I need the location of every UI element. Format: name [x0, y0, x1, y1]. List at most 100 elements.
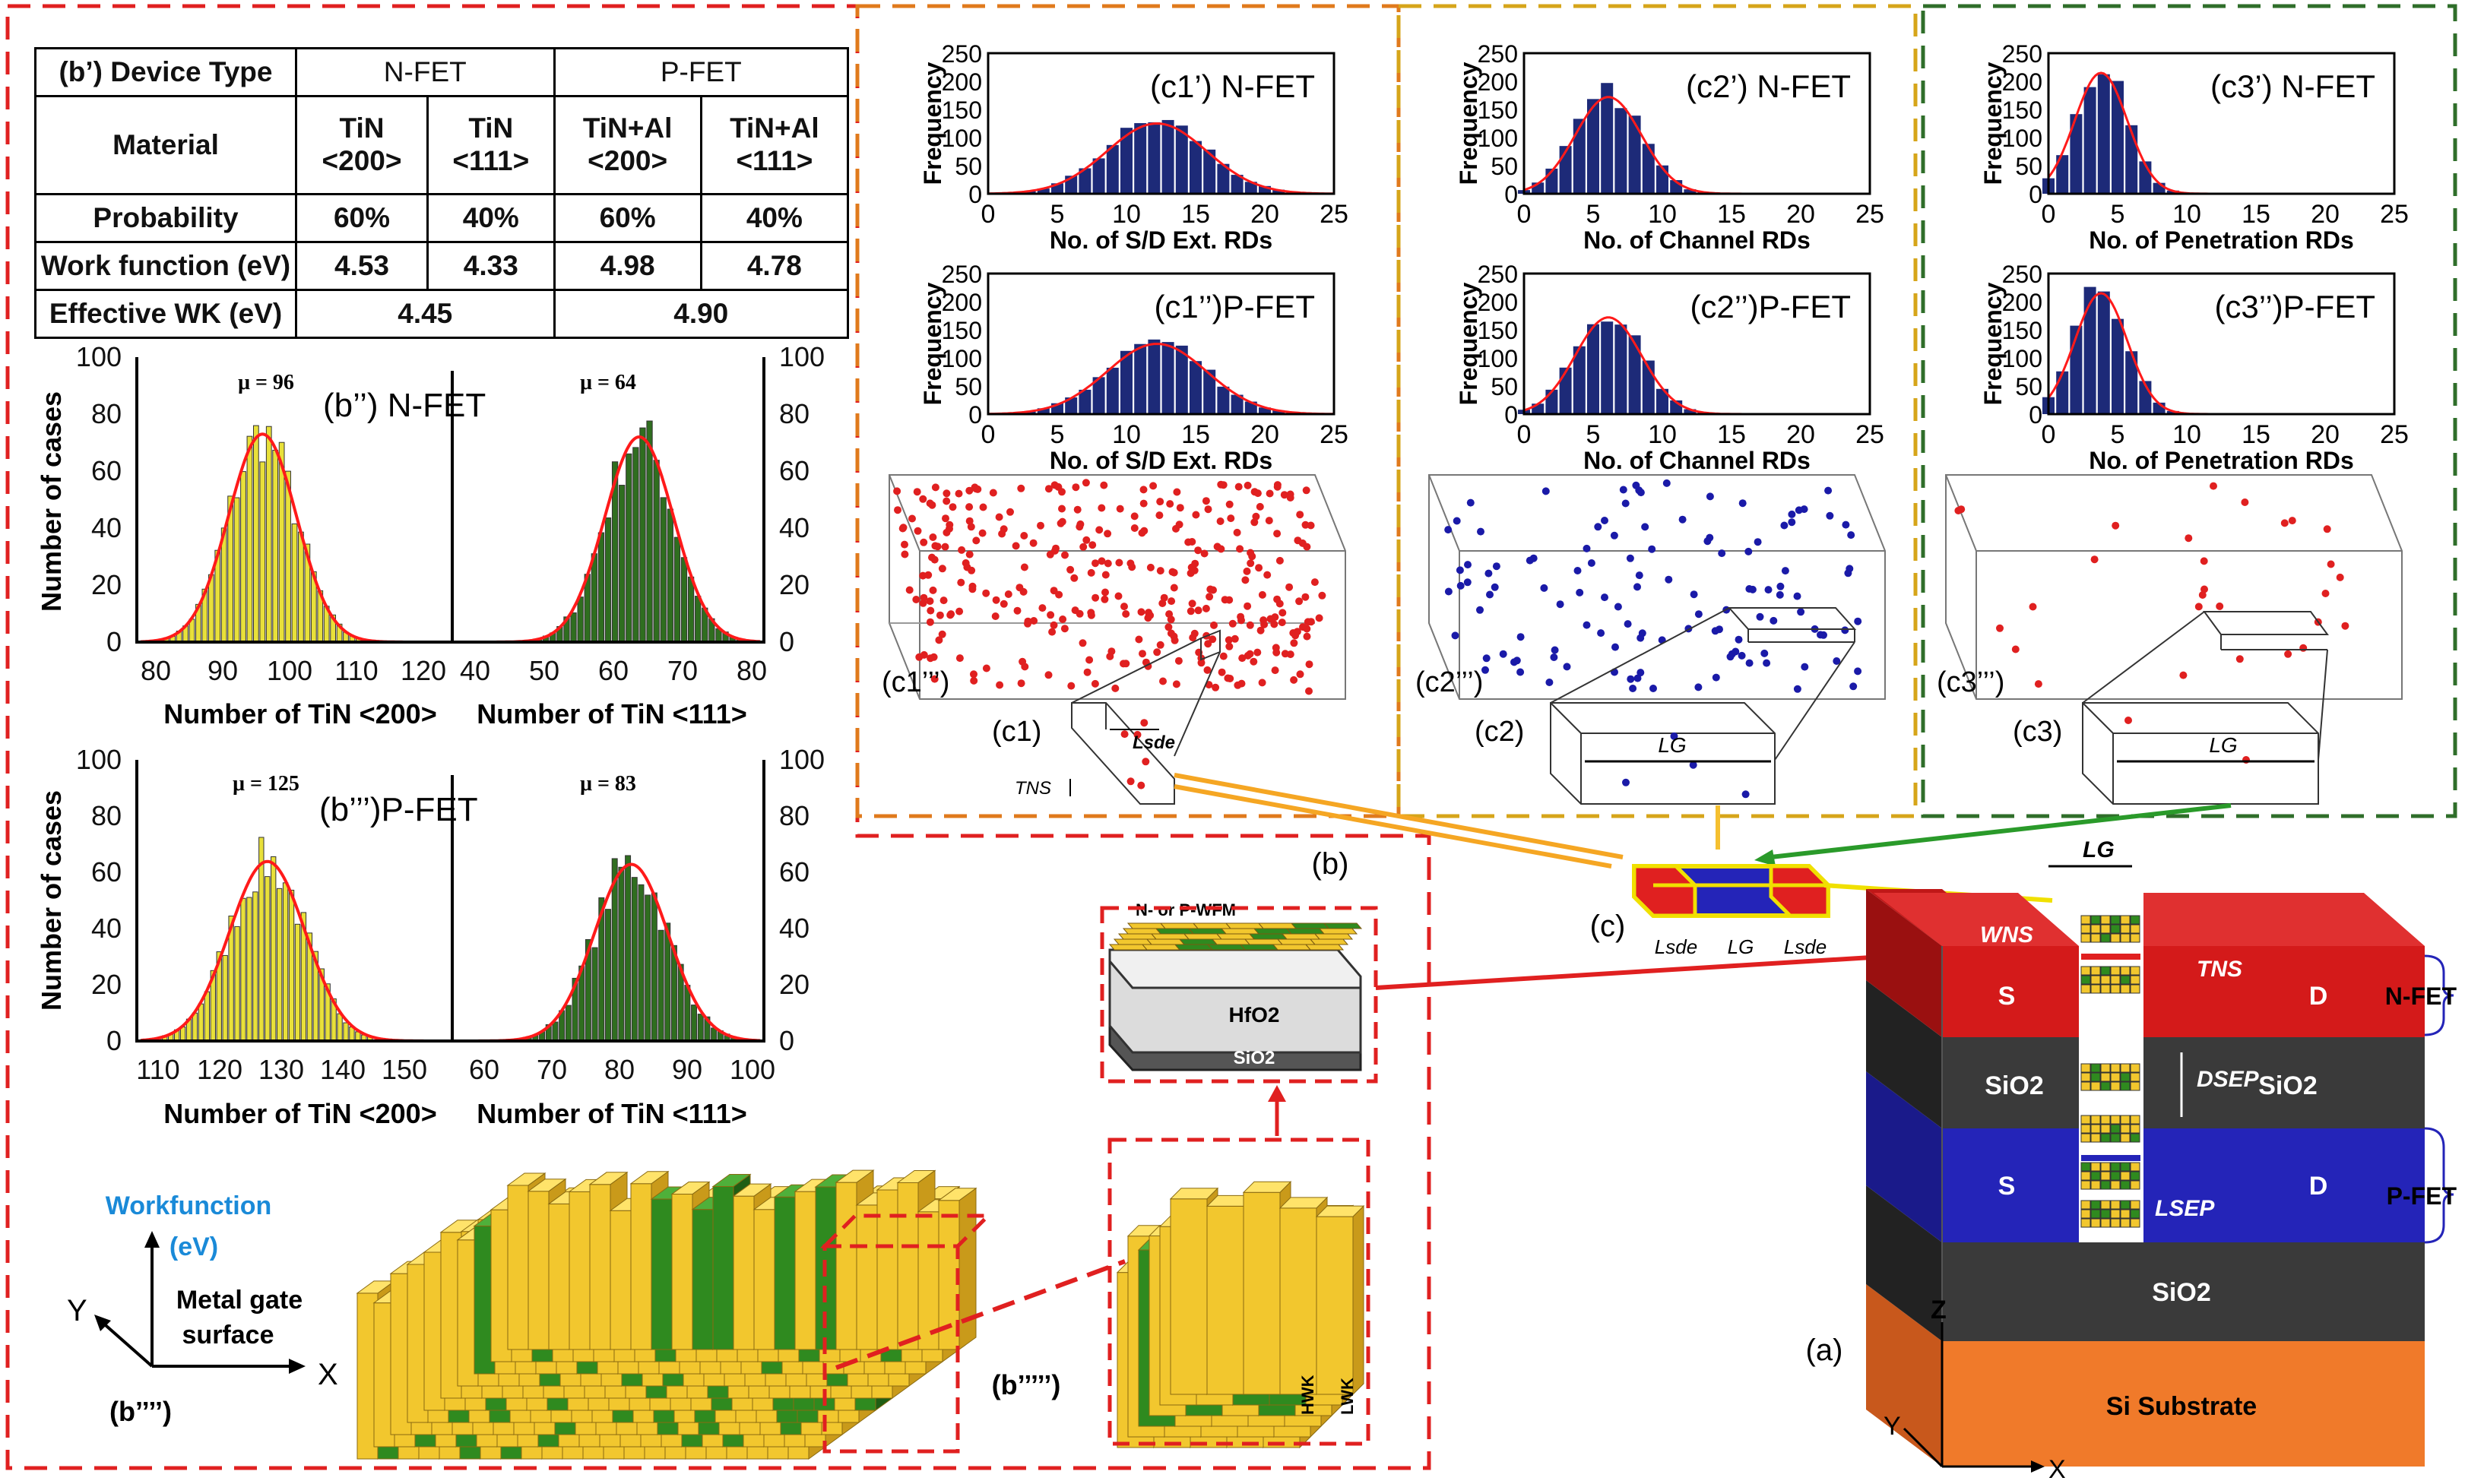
gate-grain — [2100, 1081, 2111, 1091]
dopant-dot — [1050, 546, 1059, 555]
dopant-dot — [1079, 543, 1088, 551]
zoom-line — [1071, 638, 1202, 704]
xtick: 40 — [460, 655, 490, 686]
rd-box-c2: (c2’’’) (c2) LG — [1415, 474, 1886, 805]
grain-pillar-top — [670, 1182, 711, 1195]
dopant-dot — [1029, 539, 1038, 547]
dopant-dot — [919, 571, 927, 580]
xtick: 60 — [598, 655, 629, 686]
dopant-dot — [982, 664, 990, 672]
dopant-dot — [1563, 663, 1571, 671]
grain-pillar — [610, 1210, 632, 1350]
gate-grain — [2110, 966, 2121, 976]
dopant-dot — [1281, 650, 1289, 658]
dopant-dot — [1633, 583, 1641, 591]
dopant-dot — [995, 513, 1003, 521]
dopant-dot — [1233, 528, 1241, 536]
histogram-bar — [605, 909, 611, 1042]
dopant-dot — [914, 527, 922, 535]
gate-grain — [2130, 915, 2140, 925]
grain-pillars — [356, 1169, 977, 1460]
dopant-dot — [2284, 650, 2292, 658]
dopant-dot — [1466, 498, 1475, 507]
dopant-dot — [1793, 685, 1801, 693]
dopant-dot — [2179, 671, 2188, 679]
side-sio2-mid — [1866, 980, 1942, 1128]
dopant-dot — [1801, 663, 1809, 671]
material-cell: TiN <111> — [426, 95, 556, 195]
dopant-dot — [1611, 643, 1619, 651]
dopant-dot — [1190, 566, 1199, 574]
dopant-dot — [955, 607, 964, 615]
plot-frame — [135, 357, 765, 644]
dopant-dot — [1203, 666, 1212, 674]
dopant-dot — [1847, 531, 1855, 539]
dopant-dot — [1315, 614, 1323, 622]
wfm-stack: (b) N- or P-WFM HfO2 SiO2 HWK LWK — [835, 847, 1378, 1449]
gate-grain — [2120, 933, 2131, 943]
ytick: 60 — [779, 856, 810, 888]
xtick: 0 — [1517, 420, 1532, 449]
dopant-dot — [1138, 529, 1146, 537]
dopant-dot — [2200, 557, 2208, 565]
histogram-bar — [233, 497, 240, 643]
ytick: 200 — [1478, 289, 1518, 316]
plot-frame — [2047, 272, 2396, 416]
wfm-grain — [1276, 938, 1316, 945]
dopant-dot — [955, 489, 963, 498]
histogram-bar — [1601, 83, 1614, 194]
dopant-dot — [1209, 635, 1217, 644]
xtick: 120 — [401, 655, 446, 686]
xtick: 60 — [469, 1054, 499, 1085]
xtick: 70 — [667, 655, 698, 686]
plot-frame — [1522, 272, 1871, 416]
grain-pillar — [569, 1191, 591, 1350]
grain-pillar-side — [1352, 1204, 1364, 1396]
gate-grain — [2100, 1162, 2111, 1172]
panel-frames — [5, 4, 2457, 1470]
dopant-dot — [1098, 557, 1106, 565]
dopant-dot — [893, 487, 901, 495]
dopant-dot — [1076, 523, 1084, 531]
xtick: 0 — [981, 420, 996, 449]
histogram-bar — [591, 947, 598, 1042]
dopant-dot — [1194, 606, 1202, 615]
dopant-dot — [1302, 486, 1310, 495]
dopant-dot — [1954, 507, 1963, 514]
xlabel: No. of Channel RDs — [1583, 226, 1811, 254]
gate-grain — [2080, 915, 2091, 925]
dopant-dot — [1236, 545, 1244, 553]
histogram-bar — [1203, 369, 1216, 414]
ytick: 100 — [2002, 345, 2042, 372]
dopant-dot — [1015, 584, 1024, 592]
dopant-dot — [1258, 679, 1266, 687]
dopant-dot — [1135, 635, 1143, 644]
grain-pillar — [651, 1198, 673, 1350]
histogram-bar — [697, 1014, 704, 1042]
dopant-dot — [972, 536, 981, 545]
n-drain-top — [2143, 893, 2425, 946]
panel-label-b5: (b’’’’’) — [992, 1369, 1061, 1400]
cube-pillars — [1116, 1181, 1365, 1449]
dopant-dot — [1610, 531, 1618, 539]
dopant-dot — [1601, 593, 1608, 602]
dopant-dot — [1000, 600, 1008, 608]
tns-label: TNS — [2197, 957, 2242, 982]
dopant-dot — [1187, 607, 1195, 615]
ytick: 50 — [1491, 373, 1518, 400]
dopant-dot — [926, 499, 934, 508]
gate-grain — [2090, 1162, 2101, 1172]
dopant-dot — [1854, 667, 1862, 676]
xtick: 15 — [1181, 420, 1210, 449]
dopant-dot — [1540, 584, 1548, 592]
gate-grain — [2110, 1133, 2121, 1143]
histogram-bar — [1161, 119, 1174, 194]
histogram-bar — [565, 1005, 572, 1042]
plot-frame — [1522, 52, 1871, 195]
ylabel: Frequency — [1455, 62, 1482, 185]
dopant-dot — [1216, 517, 1225, 525]
bars-tin200-pfet — [156, 837, 373, 1042]
dopant-dot — [1158, 600, 1167, 607]
gate-grain — [2080, 1115, 2091, 1125]
